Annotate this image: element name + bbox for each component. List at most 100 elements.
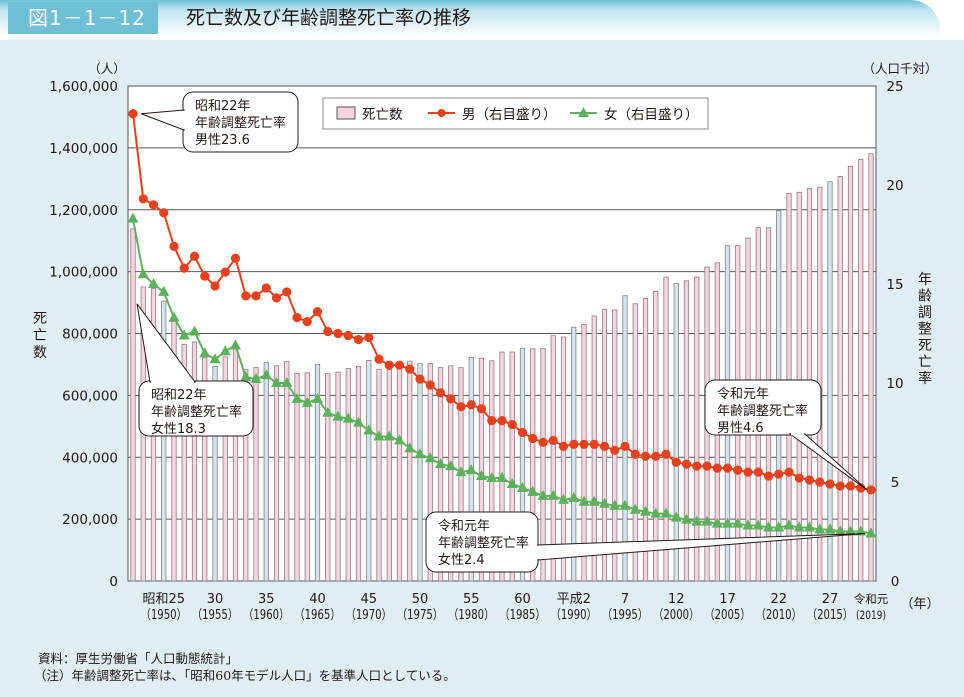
- female-rate-point: [312, 392, 323, 403]
- female-rate-point: [527, 485, 539, 496]
- right-axis-label-char: 年: [918, 272, 932, 288]
- x-tick-era-label: 平成2: [557, 592, 591, 607]
- bar-deaths: [181, 343, 187, 582]
- bar-deaths: [376, 368, 382, 582]
- male-rate-point: [651, 451, 661, 461]
- male-rate-point: [774, 469, 784, 479]
- x-tick-year-label: （1965）: [295, 608, 341, 623]
- bar-deaths: [478, 357, 485, 582]
- male-rate-point: [487, 416, 497, 426]
- callout-text: 令和元年: [717, 387, 769, 402]
- callout-text: 昭和22年: [195, 99, 251, 114]
- right-axis-label-char: 亡: [918, 355, 932, 371]
- male-rate-point: [251, 291, 261, 301]
- male-rate-point: [312, 307, 323, 317]
- female-rate-point: [291, 392, 303, 403]
- female-rate-point: [660, 507, 672, 518]
- female-rate-point: [845, 525, 856, 536]
- left-tick-label: 400,000: [62, 450, 118, 466]
- female-rate-point: [383, 430, 395, 441]
- male-rate-point: [630, 449, 640, 459]
- female-rate-point: [127, 212, 139, 223]
- male-rate-point: [681, 459, 692, 469]
- female-rate-point: [855, 525, 867, 536]
- bar-deaths: [622, 295, 628, 582]
- female-rate-point: [824, 523, 836, 534]
- right-axis-unit: （人口千対）: [862, 61, 937, 76]
- female-rate-point: [568, 491, 580, 502]
- callout-text: 年齢調整死亡率: [717, 403, 808, 419]
- bar-deaths: [612, 309, 618, 582]
- legend-box: [322, 97, 709, 130]
- x-tick-year-label: （2005）: [705, 608, 751, 623]
- bar-deaths: [396, 361, 403, 582]
- x-tick-era-label: 60: [514, 592, 531, 607]
- male-rate-point: [661, 449, 671, 459]
- male-rate-point: [866, 485, 876, 495]
- callout-text: 女性2.4: [438, 552, 485, 568]
- bar-deaths: [427, 363, 433, 582]
- male-rate-point: [220, 267, 230, 277]
- bar-deaths: [273, 365, 280, 582]
- male-rate-point: [353, 334, 364, 345]
- bar-deaths: [191, 341, 198, 582]
- male-rate-point: [517, 427, 528, 438]
- male-rate-point: [558, 441, 569, 451]
- male-rate-point: [210, 281, 220, 291]
- callout-text: 昭和22年: [151, 388, 207, 403]
- x-tick-era-label: 令和元: [854, 592, 889, 606]
- bar-deaths: [571, 326, 577, 582]
- x-tick-year-label: （2015）: [807, 608, 853, 623]
- male-rate-point: [733, 465, 743, 475]
- female-rate-point: [732, 517, 744, 528]
- left-tick-label: 800,000: [62, 327, 118, 343]
- female-rate-point: [558, 493, 569, 504]
- right-tick-label: 15: [886, 277, 903, 293]
- bar-deaths: [673, 283, 679, 582]
- x-tick-era-label: 22: [770, 592, 787, 607]
- bar-deaths: [489, 360, 495, 582]
- male-rate-point: [599, 441, 610, 451]
- male-rate-point: [722, 463, 733, 473]
- callout-text: 男性4.6: [717, 421, 764, 436]
- female-rate-point: [353, 416, 364, 427]
- x-tick-year-label: （1950）: [141, 608, 187, 623]
- bar-deaths: [335, 371, 341, 582]
- callout-box: [138, 380, 254, 437]
- male-rate-point: [763, 471, 774, 481]
- female-rate-point: [363, 424, 375, 435]
- x-tick-era-label: 7: [621, 592, 629, 607]
- female-rate-point: [271, 377, 282, 387]
- male-rate-point: [610, 445, 620, 455]
- right-tick-label: 5: [891, 475, 900, 491]
- legend-swatch-female-marker: [578, 107, 589, 117]
- male-rate-point: [815, 477, 825, 487]
- male-rate-point: [374, 354, 384, 364]
- female-rate-point: [219, 345, 231, 356]
- male-rate-point: [405, 364, 415, 374]
- bar-deaths: [263, 361, 269, 582]
- female-rate-point: [588, 495, 600, 506]
- female-rate-point: [834, 525, 846, 536]
- bar-deaths: [222, 356, 228, 582]
- male-rate-point: [589, 439, 599, 449]
- male-rate-point: [282, 287, 292, 297]
- x-tick-era-label: 55: [463, 592, 480, 607]
- x-tick-year-label: （1990）: [551, 608, 597, 623]
- male-rate-point: [569, 439, 579, 449]
- female-rate-point: [189, 325, 200, 336]
- female-rate-point: [373, 430, 385, 441]
- x-axis-unit: （年）: [900, 597, 939, 612]
- male-rate-point: [435, 388, 446, 398]
- male-rate-point: [671, 457, 681, 467]
- female-rate-point: [476, 470, 487, 481]
- bar-deaths: [417, 363, 423, 582]
- male-rate-point: [794, 473, 804, 483]
- male-rate-point: [476, 404, 487, 414]
- callout-text: 男性23.6: [195, 133, 250, 148]
- male-rate-point: [692, 461, 702, 471]
- female-rate-point: [763, 521, 774, 532]
- bar-deaths: [847, 165, 854, 582]
- x-tick-era-label: 30: [207, 592, 224, 607]
- x-tick-era-label: 17: [719, 592, 736, 607]
